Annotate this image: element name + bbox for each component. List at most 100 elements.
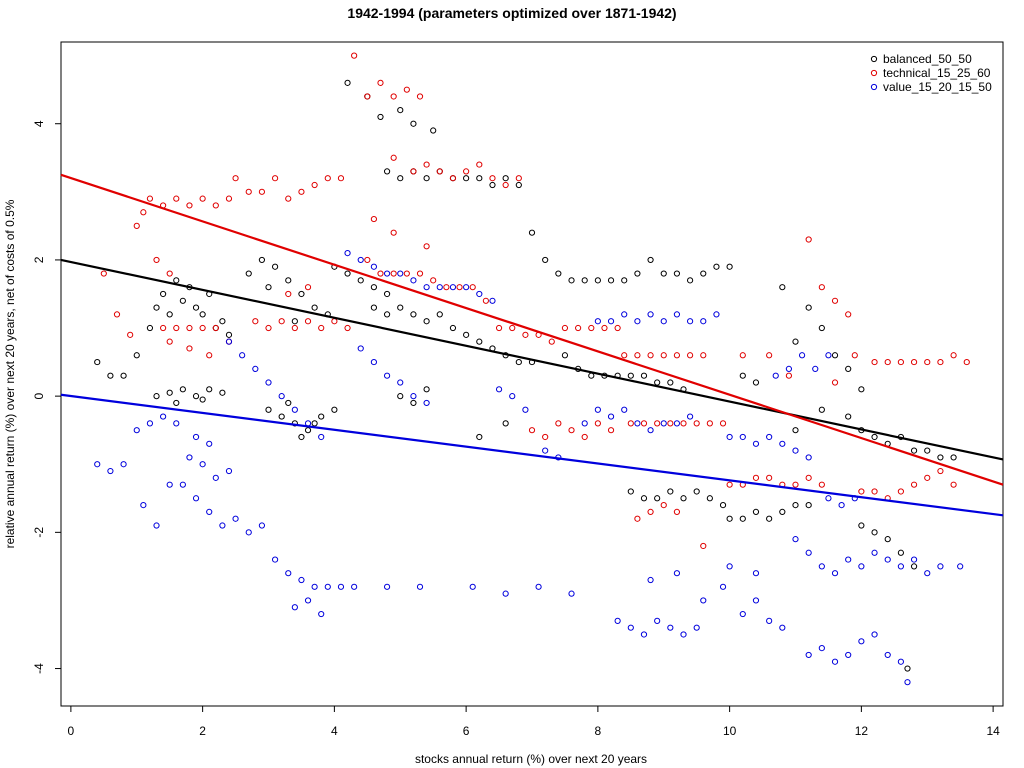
point-balanced_50_50 [640, 495, 648, 502]
point-balanced_50_50 [858, 386, 865, 393]
point-value_15_20_15_50 [469, 583, 476, 590]
point-balanced_50_50 [726, 263, 733, 270]
point-technical_15_25_60 [390, 270, 397, 277]
point-balanced_50_50 [910, 447, 918, 454]
point-value_15_20_15_50 [225, 338, 233, 345]
point-technical_15_25_60 [469, 284, 476, 291]
point-value_15_20_15_50 [937, 563, 944, 570]
point-value_15_20_15_50 [719, 583, 727, 590]
point-technical_15_25_60 [463, 168, 470, 175]
point-value_15_20_15_50 [910, 556, 918, 563]
point-technical_15_25_60 [166, 270, 173, 277]
point-technical_15_25_60 [673, 352, 681, 359]
point-balanced_50_50 [153, 393, 160, 400]
point-balanced_50_50 [858, 522, 865, 529]
point-value_15_20_15_50 [897, 563, 904, 570]
point-balanced_50_50 [660, 270, 667, 277]
point-balanced_50_50 [555, 270, 562, 277]
point-technical_15_25_60 [752, 474, 760, 481]
axis-ticks: 0 2 4 6 8 10 12 14 -4 -2 0 2 4 [32, 120, 1000, 738]
point-value_15_20_15_50 [542, 447, 549, 454]
point-technical_15_25_60 [304, 318, 312, 325]
point-balanced_50_50 [476, 433, 483, 441]
point-technical_15_25_60 [627, 420, 634, 427]
point-technical_15_25_60 [621, 352, 628, 359]
point-value_15_20_15_50 [166, 481, 173, 488]
point-value_15_20_15_50 [265, 379, 272, 386]
point-value_15_20_15_50 [410, 393, 417, 400]
point-balanced_50_50 [752, 379, 760, 386]
point-technical_15_25_60 [212, 324, 219, 332]
point-technical_15_25_60 [897, 488, 904, 495]
x-tick-label: 6 [463, 724, 470, 738]
point-balanced_50_50 [278, 413, 285, 420]
point-value_15_20_15_50 [897, 658, 904, 665]
point-balanced_50_50 [397, 393, 404, 400]
point-value_15_20_15_50 [673, 570, 681, 577]
y-tick-label: -2 [32, 527, 46, 538]
point-technical_15_25_60 [858, 488, 865, 495]
point-technical_15_25_60 [588, 324, 595, 332]
y-tick-label: 2 [32, 256, 46, 263]
point-value_15_20_15_50 [792, 536, 799, 543]
point-balanced_50_50 [739, 372, 746, 379]
point-technical_15_25_60 [726, 481, 733, 488]
point-technical_15_25_60 [910, 481, 918, 488]
point-value_15_20_15_50 [370, 358, 378, 366]
point-value_15_20_15_50 [739, 433, 746, 441]
point-technical_15_25_60 [950, 481, 957, 488]
point-technical_15_25_60 [805, 236, 812, 243]
point-technical_15_25_60 [245, 188, 252, 195]
x-axis-label: stocks annual return (%) over next 20 ye… [415, 752, 647, 766]
point-technical_15_25_60 [555, 420, 562, 427]
data-points [94, 52, 970, 686]
point-value_15_20_15_50 [410, 277, 417, 284]
point-value_15_20_15_50 [219, 522, 226, 529]
y-tick-label: 4 [32, 120, 46, 127]
point-technical_15_25_60 [495, 324, 503, 332]
point-value_15_20_15_50 [245, 529, 252, 536]
point-value_15_20_15_50 [232, 515, 239, 522]
point-value_15_20_15_50 [120, 461, 127, 468]
point-value_15_20_15_50 [278, 393, 285, 400]
point-technical_15_25_60 [515, 175, 522, 182]
point-balanced_50_50 [285, 277, 292, 284]
point-balanced_50_50 [370, 284, 378, 291]
point-balanced_50_50 [594, 277, 601, 284]
point-balanced_50_50 [621, 277, 628, 284]
point-value_15_20_15_50 [654, 617, 661, 624]
point-value_15_20_15_50 [818, 645, 825, 652]
point-value_15_20_15_50 [752, 570, 760, 577]
point-balanced_50_50 [298, 290, 305, 298]
point-value_15_20_15_50 [871, 631, 878, 638]
point-balanced_50_50 [713, 263, 720, 270]
point-technical_15_25_60 [634, 352, 641, 359]
point-value_15_20_15_50 [423, 284, 430, 291]
point-technical_15_25_60 [364, 256, 371, 264]
point-value_15_20_15_50 [686, 318, 694, 325]
point-balanced_50_50 [423, 386, 430, 393]
point-balanced_50_50 [344, 79, 351, 86]
point-balanced_50_50 [245, 270, 252, 277]
point-value_15_20_15_50 [647, 311, 654, 318]
point-value_15_20_15_50 [140, 501, 147, 509]
point-technical_15_25_60 [528, 427, 536, 434]
point-balanced_50_50 [792, 338, 799, 345]
x-tick-label: 0 [68, 724, 75, 738]
point-technical_15_25_60 [785, 372, 793, 379]
point-technical_15_25_60 [436, 168, 443, 175]
point-value_15_20_15_50 [107, 467, 114, 475]
point-balanced_50_50 [318, 413, 325, 420]
point-value_15_20_15_50 [594, 406, 601, 413]
point-balanced_50_50 [377, 113, 384, 121]
point-balanced_50_50 [397, 175, 404, 182]
point-balanced_50_50 [634, 270, 641, 277]
point-technical_15_25_60 [298, 188, 305, 195]
point-technical_15_25_60 [818, 481, 825, 488]
point-balanced_50_50 [423, 318, 430, 325]
point-balanced_50_50 [515, 358, 522, 366]
point-value_15_20_15_50 [640, 631, 648, 638]
point-technical_15_25_60 [831, 297, 839, 304]
point-value_15_20_15_50 [700, 597, 707, 604]
